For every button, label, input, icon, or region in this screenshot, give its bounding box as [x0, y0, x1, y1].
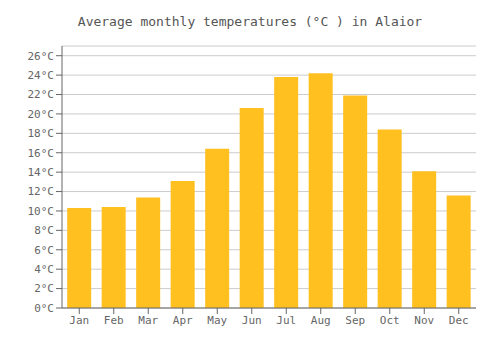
svg-text:May: May: [207, 314, 227, 327]
svg-text:16°C: 16°C: [28, 147, 55, 160]
svg-text:Jul: Jul: [276, 314, 296, 327]
svg-text:Dec: Dec: [449, 314, 469, 327]
svg-text:Jan: Jan: [69, 314, 89, 327]
svg-text:20°C: 20°C: [28, 108, 55, 121]
svg-text:24°C: 24°C: [28, 69, 55, 82]
svg-text:26°C: 26°C: [28, 50, 55, 63]
html-text:Average monthly temperatures (: Average monthly temperatures (°C ) in Al…: [77, 14, 423, 29]
svg-text:Jun: Jun: [242, 314, 262, 327]
svg-text:8°C: 8°C: [34, 224, 54, 237]
svg-text:18°C: 18°C: [28, 127, 55, 140]
svg-text:10°C: 10°C: [28, 205, 55, 218]
svg-text:Feb: Feb: [104, 314, 124, 327]
svg-text:Nov: Nov: [414, 314, 434, 327]
svg-text:14°C: 14°C: [28, 166, 55, 179]
svg-text:Mar: Mar: [138, 314, 158, 327]
svg-text:Sep: Sep: [345, 314, 365, 327]
svg-text:4°C: 4°C: [34, 263, 54, 276]
svg-text:6°C: 6°C: [34, 244, 54, 257]
svg-text:Aug: Aug: [311, 314, 331, 327]
svg-text:22°C: 22°C: [28, 88, 55, 101]
svg-text:Oct: Oct: [380, 314, 400, 327]
svg-text:Apr: Apr: [173, 314, 193, 327]
svg-text:12°C: 12°C: [28, 185, 55, 198]
svg-text:2°C: 2°C: [34, 282, 54, 295]
svg-text:0°C: 0°C: [34, 302, 54, 315]
